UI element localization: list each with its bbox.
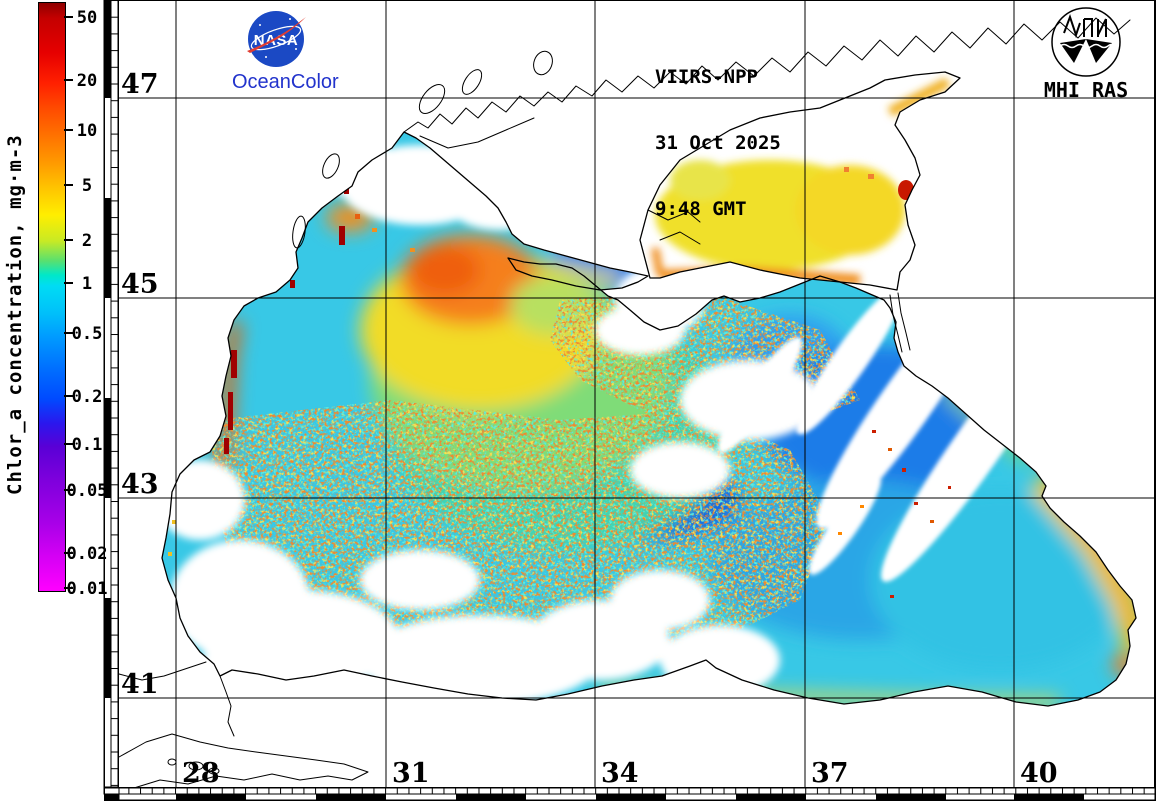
satellite-name: VIIRS-NPP bbox=[655, 66, 758, 88]
lon-label-40: 40 bbox=[1020, 758, 1058, 789]
lon-label-28: 28 bbox=[182, 758, 220, 789]
graticule bbox=[119, 1, 1155, 787]
colorbar-tick-label: 50 bbox=[76, 8, 98, 28]
lon-label-34: 34 bbox=[601, 758, 639, 789]
colorbar-tick-label: 0.1 bbox=[71, 435, 103, 455]
colorbar-tick-label: 5 bbox=[81, 176, 93, 196]
colorbar-tick-label: 10 bbox=[76, 121, 98, 141]
colorbar-title: Chlor_a concentration, mg·m-3 bbox=[4, 134, 26, 496]
chlorophyll-field bbox=[162, 132, 1136, 706]
mhi-ras-logo-icon bbox=[1051, 7, 1121, 77]
lon-label-37: 37 bbox=[811, 758, 849, 789]
colorbar-tick-label: 2 bbox=[81, 231, 93, 251]
colorbar-tick-label: 0.02 bbox=[66, 544, 108, 564]
lat-label-41: 41 bbox=[121, 669, 159, 700]
colorbar-tick-label: 0.05 bbox=[66, 481, 108, 501]
scene-date: 31 Oct 2025 bbox=[655, 132, 781, 154]
scene-info: VIIRS-NPP 31 Oct 2025 9:48 GMT bbox=[655, 22, 781, 242]
scene-time: 9:48 GMT bbox=[655, 198, 747, 220]
coastlines bbox=[118, 17, 1137, 793]
institute-label: MHI RAS bbox=[1043, 78, 1129, 102]
lat-label-47: 47 bbox=[121, 69, 159, 100]
colorbar-gradient bbox=[38, 2, 66, 592]
lat-label-43: 43 bbox=[121, 469, 159, 500]
oceancolor-label: OceanColor bbox=[232, 71, 339, 93]
colorbar-tick-label: 0.5 bbox=[71, 324, 103, 344]
colorbar-tick-label: 0.2 bbox=[71, 387, 103, 407]
colorbar-tick-label: 20 bbox=[76, 71, 98, 91]
colorbar-tick-label: 1 bbox=[81, 274, 93, 294]
nasa-logo-icon: NASA bbox=[247, 11, 306, 67]
lon-label-31: 31 bbox=[392, 758, 430, 789]
colorbar-tick-label: 0.01 bbox=[66, 579, 108, 599]
lat-label-45: 45 bbox=[121, 269, 159, 300]
